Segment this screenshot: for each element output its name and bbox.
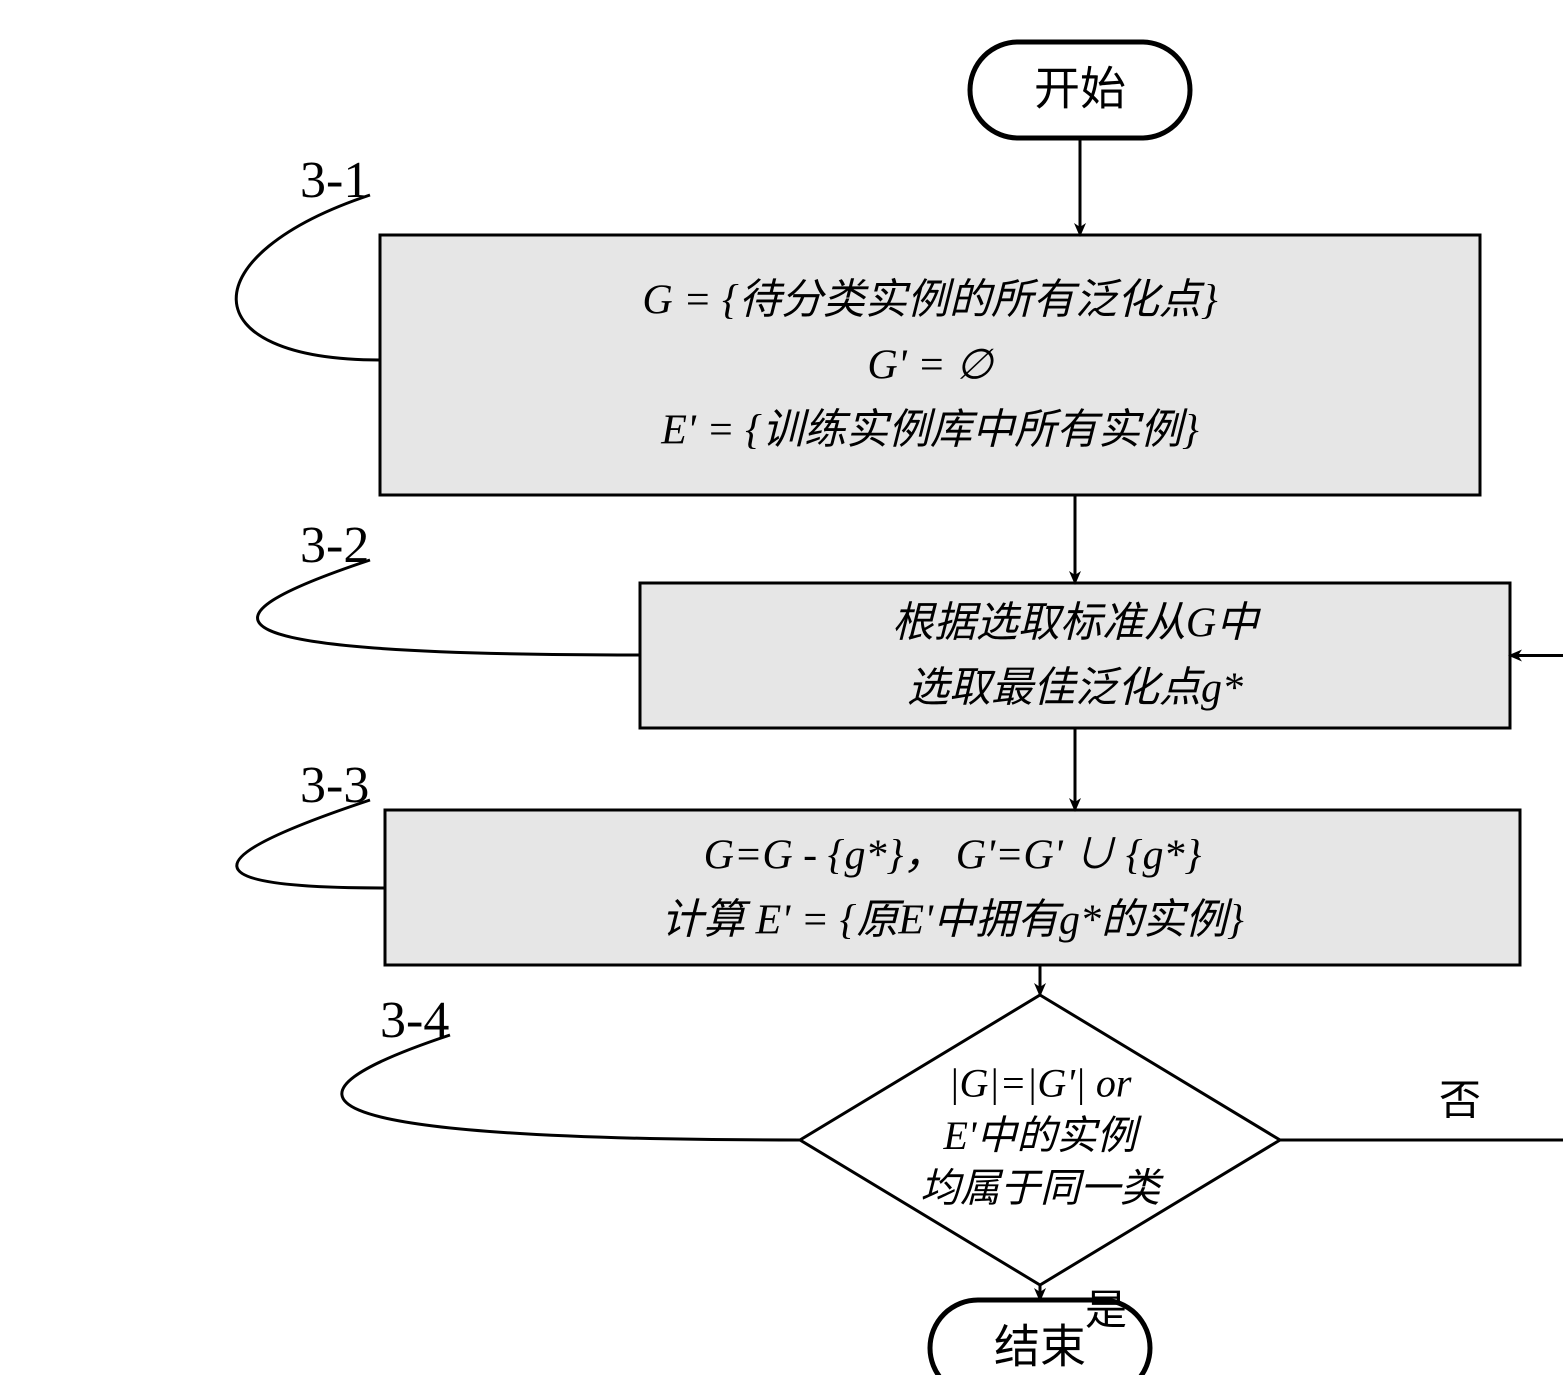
svg-text:|G|=|G'| or: |G|=|G'| or [949,1061,1132,1106]
svg-text:E'中的实例: E'中的实例 [943,1113,1143,1158]
svg-text:3-4: 3-4 [380,992,449,1049]
svg-text:G' = ∅: G' = ∅ [867,343,995,389]
svg-text:选取最佳泛化点g*: 选取最佳泛化点g* [907,666,1243,712]
svg-text:是: 是 [1085,1289,1127,1335]
svg-text:E' = {训练实例库中所有实例}: E' = {训练实例库中所有实例} [660,408,1199,454]
flowchart-svg: 3-1 3-2 3-3 3-4 开始结束 G = {待分类实例的所有泛化点} G' = ∅ E… [20,20,1563,1375]
svg-text:否: 否 [1439,1079,1481,1125]
svg-text:计算 E' = {原E'中拥有g*的实例}: 计算 E' = {原E'中拥有g*的实例} [661,898,1244,944]
svg-text:开始: 开始 [1034,64,1126,115]
svg-text:3-2: 3-2 [300,517,369,574]
svg-text:G=G - {g*}， G'=G' ∪ {g*}: G=G - {g*}， G'=G' ∪ {g*} [704,833,1202,879]
svg-text:结束: 结束 [994,1322,1086,1373]
svg-text:均属于同一类: 均属于同一类 [920,1166,1164,1211]
svg-text:3-1: 3-1 [300,152,369,209]
svg-text:3-3: 3-3 [300,757,369,814]
svg-text:根据选取标准从G中: 根据选取标准从G中 [892,601,1261,647]
svg-text:G = {待分类实例的所有泛化点}: G = {待分类实例的所有泛化点} [642,278,1217,324]
